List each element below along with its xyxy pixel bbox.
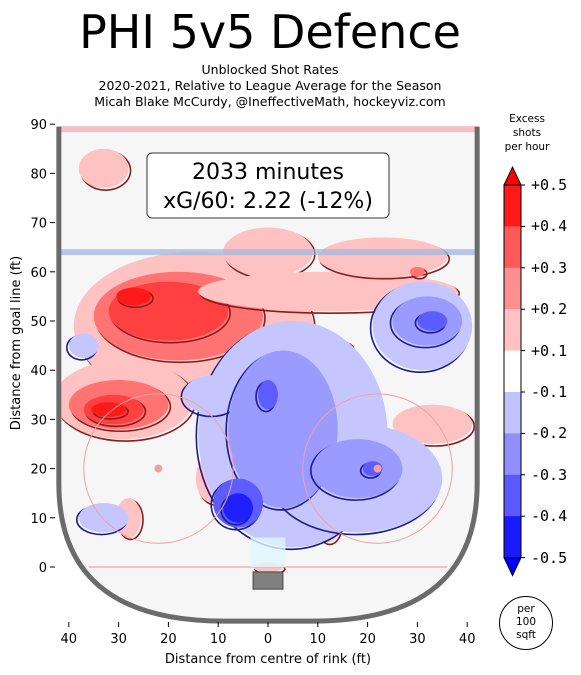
x-tick-label-5: 10 <box>310 632 327 647</box>
colorbar-band-1 <box>504 226 521 269</box>
x-tick-label-3: 10 <box>210 632 227 647</box>
y-tick-label-8: 80 <box>30 167 47 182</box>
faceoff-dot-0 <box>154 464 163 473</box>
colorbar-band-8 <box>504 516 521 559</box>
colorbar-tick-label-9: -0.5 <box>531 548 568 567</box>
colorbar-tick-label-4: +0.1 <box>531 341 568 360</box>
y-tick-label-6: 60 <box>30 266 47 281</box>
chart-title: PHI 5v5 Defence <box>79 5 461 59</box>
colorbar-band-3 <box>504 309 521 352</box>
colorbar-tick-label-2: +0.3 <box>531 258 568 277</box>
y-tick-label-4: 40 <box>30 364 47 379</box>
axes: 0 10 20 30 40 50 60 70 80 90 40 30 20 10 0 10 20 30 40 Dist… <box>9 118 475 667</box>
colorbar-title-line-2: shots <box>512 127 542 139</box>
contour-region-31 <box>223 493 254 523</box>
rink-boards <box>56 126 480 624</box>
x-tick-label-8: 40 <box>459 632 476 647</box>
xg-label: xG/60: 2.22 (-12%) <box>163 189 373 214</box>
goal-net <box>252 571 284 590</box>
x-tick-label-0: 40 <box>61 632 78 647</box>
y-axis-label: Distance from goal line (ft) <box>9 256 24 430</box>
unit-badge: per 100 sqft <box>499 596 553 650</box>
unit-badge-line-1: per <box>517 603 535 615</box>
contour-region-7 <box>317 237 448 277</box>
y-tick-label-7: 70 <box>30 217 47 232</box>
contour-region-29 <box>258 380 278 410</box>
contour-region-16 <box>392 404 473 444</box>
x-tick-label-1: 30 <box>110 632 127 647</box>
contour-region-23 <box>417 311 448 331</box>
subtitle-line-3: Micah Blake McCurdy, @IneffectiveMath, h… <box>94 94 446 109</box>
x-tick-label-6: 20 <box>359 632 376 647</box>
colorbar-tick-label-6: -0.2 <box>531 424 568 443</box>
rink-markings <box>56 126 480 624</box>
subtitle-line-2: 2020-2021, Relative to League Average fo… <box>98 78 442 93</box>
contour-region-0 <box>78 148 129 189</box>
contour-region-19 <box>68 333 99 358</box>
y-tick-label-5: 50 <box>30 315 47 330</box>
unit-badge-line-3: sqft <box>516 629 536 641</box>
minutes-label: 2033 minutes <box>192 160 344 185</box>
subtitle-line-1: Unblocked Shot Rates <box>201 62 339 77</box>
colorbar-tick-label-0: +0.5 <box>531 176 568 194</box>
colorbar-band-5 <box>504 392 521 434</box>
colorbar-tick-label-5: -0.1 <box>531 383 568 401</box>
faceoff-dot-1 <box>373 464 382 473</box>
contour-region-28 <box>312 439 403 499</box>
colorbar-arrow-top <box>503 165 522 186</box>
colorbar-band-6 <box>504 433 521 476</box>
y-tick-label-3: 30 <box>30 413 47 428</box>
colorbar-title: Excess shots per hour <box>495 112 559 154</box>
contour-region-20 <box>78 503 129 533</box>
goal-crease <box>250 537 286 567</box>
faceoff-circle-0 <box>83 393 234 544</box>
red-line <box>58 126 478 133</box>
colorbar-frame <box>503 184 522 559</box>
colorbar-tick-label-7: -0.3 <box>531 465 568 484</box>
x-tick-label-2: 20 <box>160 632 177 647</box>
colorbar <box>503 165 525 577</box>
colorbar-arrow-bottom <box>503 557 522 577</box>
colorbar-band-0 <box>504 185 521 227</box>
contour-region-8 <box>409 266 425 277</box>
colorbar-band-4 <box>504 350 521 393</box>
blue-line <box>58 249 478 256</box>
colorbar-title-line-1: Excess <box>509 113 545 125</box>
annotation-frame <box>146 152 390 219</box>
colorbar-tick-label-1: +0.4 <box>531 217 568 236</box>
contour-region-4 <box>116 287 151 306</box>
x-tick-label-4: 0 <box>264 632 272 647</box>
y-tick-label-1: 10 <box>30 512 47 527</box>
unit-badge-line-2: 100 <box>515 616 537 628</box>
y-tick-label-0: 0 <box>39 561 47 576</box>
x-tick-label-7: 30 <box>409 632 426 647</box>
y-tick-label-9: 90 <box>30 118 47 133</box>
colorbar-tick-label-8: -0.4 <box>531 507 568 526</box>
colorbar-band-7 <box>504 474 521 517</box>
colorbar-band-2 <box>504 267 521 310</box>
y-tick-label-2: 20 <box>30 463 47 478</box>
x-axis-label: Distance from centre of rink (ft) <box>165 652 371 667</box>
contour-region-26 <box>183 375 244 415</box>
annotation-box: 2033 minutes xG/60: 2.22 (-12%) <box>146 152 390 219</box>
colorbar-title-line-3: per hour <box>504 141 550 153</box>
faceoff-circle-1 <box>302 393 453 544</box>
colorbar-tick-label-3: +0.2 <box>531 300 568 319</box>
